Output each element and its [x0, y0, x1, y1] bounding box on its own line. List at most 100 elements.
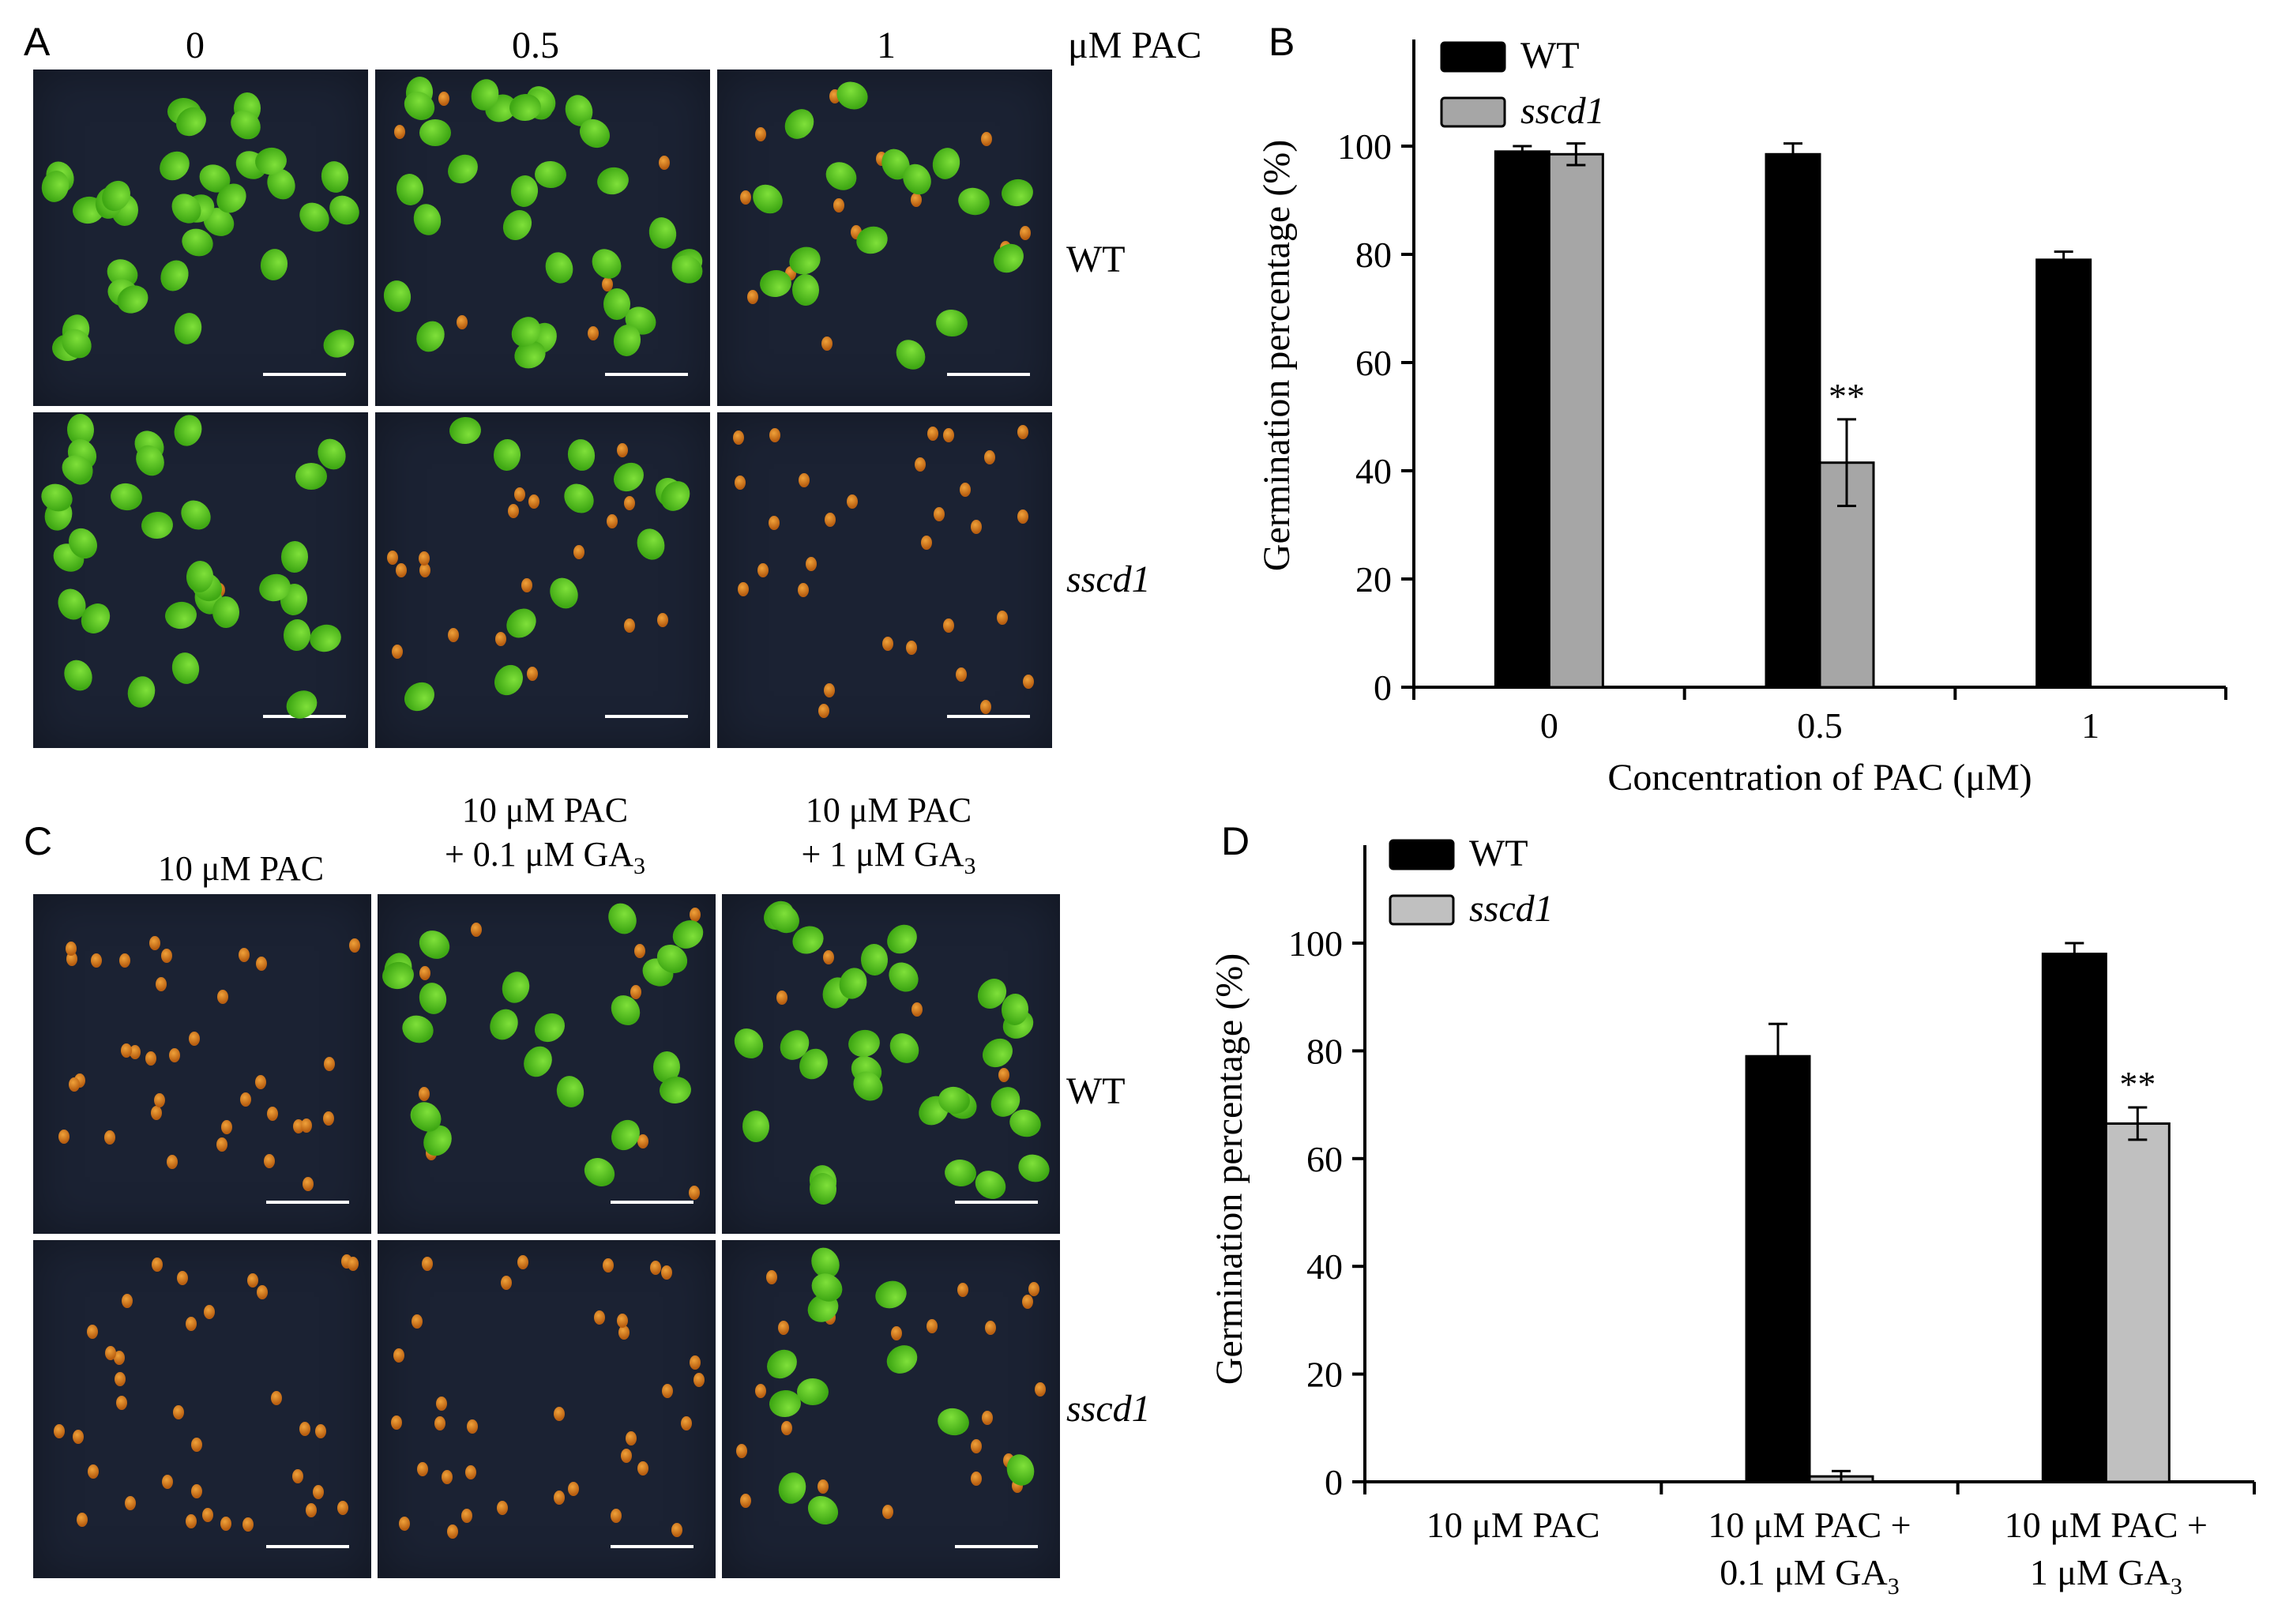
- seedling: [791, 273, 820, 306]
- legend-label-WT: WT: [1469, 833, 1528, 874]
- panel-letter-a: A: [24, 20, 51, 64]
- y-tick-label: 100: [1337, 126, 1392, 167]
- seed: [971, 1472, 983, 1487]
- seedling: [565, 437, 597, 473]
- panel-c-col-header-3: 10 μM PAC + 1 μM GA3: [739, 788, 1039, 889]
- seedling: [295, 462, 327, 490]
- seed: [594, 1310, 606, 1325]
- photo-c-wt-pac: [33, 894, 371, 1234]
- seed: [662, 1383, 674, 1398]
- seed: [765, 1269, 777, 1284]
- seed: [470, 922, 482, 937]
- seedling: [929, 145, 964, 182]
- seedling: [416, 979, 450, 1017]
- seed: [396, 563, 408, 578]
- x-tick-label-line2: 1 μM GA3: [2030, 1552, 2182, 1600]
- seed: [392, 645, 404, 660]
- panel-a-row-label-sscd1: sscd1: [1066, 558, 1151, 600]
- seed: [150, 1106, 162, 1121]
- y-tick-label: 20: [1306, 1355, 1343, 1395]
- seedling: [58, 655, 98, 696]
- chart-b-y-label: Germination percentage (%): [1256, 140, 1298, 571]
- seedling: [558, 477, 600, 519]
- seed: [833, 198, 845, 213]
- seed: [847, 494, 859, 509]
- chart-b-x-label: Concentration of PAC (μM): [1607, 757, 2032, 799]
- y-tick-label: 20: [1355, 559, 1392, 600]
- seed: [777, 1321, 789, 1335]
- x-tick-label: 0.5: [1797, 705, 1843, 746]
- seed: [387, 550, 398, 565]
- seed: [221, 1119, 233, 1134]
- seedling: [212, 596, 241, 629]
- seed: [882, 1505, 894, 1520]
- seedling: [281, 685, 322, 724]
- seed: [927, 1318, 938, 1333]
- seedling: [976, 1032, 1018, 1073]
- seed: [152, 1257, 164, 1272]
- seedling: [382, 279, 414, 314]
- legend-swatch-WT: [1440, 41, 1506, 73]
- bar-WT: [2035, 258, 2092, 689]
- bar-WT: [2041, 953, 2107, 1483]
- seed: [305, 1503, 317, 1518]
- legend-label-WT: WT: [1520, 35, 1580, 77]
- seedling: [998, 176, 1036, 209]
- seed: [507, 503, 519, 518]
- y-tick-label: 80: [1306, 1031, 1343, 1071]
- seedling: [306, 621, 344, 656]
- bar-WT: [1494, 150, 1550, 689]
- photo-a-sscd1-1: [717, 412, 1052, 748]
- seedling: [553, 1073, 587, 1111]
- seed: [955, 667, 967, 682]
- scale-bar: [955, 1201, 1038, 1204]
- seed: [436, 1396, 448, 1411]
- seed: [186, 1514, 197, 1529]
- seed: [625, 1431, 637, 1446]
- seedling: [108, 481, 145, 513]
- seed: [739, 190, 751, 205]
- seedling: [140, 510, 174, 541]
- y-tick-label: 60: [1355, 343, 1392, 383]
- seed: [442, 1469, 453, 1484]
- seed: [528, 494, 539, 509]
- y-tick-label: 40: [1355, 451, 1392, 491]
- seed: [921, 535, 933, 550]
- seed: [421, 1256, 433, 1271]
- panel-a-col-header-0.5: 0.5: [512, 24, 559, 66]
- seedling: [123, 672, 159, 712]
- seed: [65, 941, 77, 956]
- seedling: [409, 200, 445, 239]
- seed: [270, 1391, 282, 1406]
- x-tick-label-line2-text: 1 μM GA: [2030, 1552, 2171, 1592]
- photo-a-wt-1: [717, 70, 1052, 406]
- seed: [997, 611, 1009, 626]
- seed: [267, 1107, 279, 1122]
- seedling: [318, 325, 359, 363]
- seed: [671, 1522, 682, 1537]
- seed: [817, 1479, 829, 1494]
- seed: [607, 513, 618, 528]
- seed: [733, 430, 745, 445]
- seed: [115, 1396, 127, 1411]
- seed: [166, 1154, 178, 1169]
- chart-b-bars: **: [1494, 142, 2092, 689]
- seedling: [493, 438, 522, 472]
- panel-c-col-header-2-line1: 10 μM PAC: [461, 791, 629, 829]
- seed: [314, 1423, 326, 1438]
- seed: [1017, 424, 1028, 439]
- seed: [587, 325, 599, 340]
- legend-swatch-WT: [1389, 839, 1455, 870]
- seed: [1020, 226, 1032, 241]
- seed: [121, 1294, 133, 1309]
- seedling: [603, 288, 630, 320]
- seedling: [645, 214, 680, 253]
- seed: [324, 1057, 336, 1072]
- photo-a-wt-0.5: [375, 70, 710, 406]
- seed: [747, 289, 759, 304]
- seed: [624, 495, 636, 510]
- panel-a-row-label-wt: WT: [1066, 239, 1126, 280]
- seedling: [293, 197, 335, 239]
- seed: [419, 1087, 430, 1102]
- seed: [689, 907, 701, 922]
